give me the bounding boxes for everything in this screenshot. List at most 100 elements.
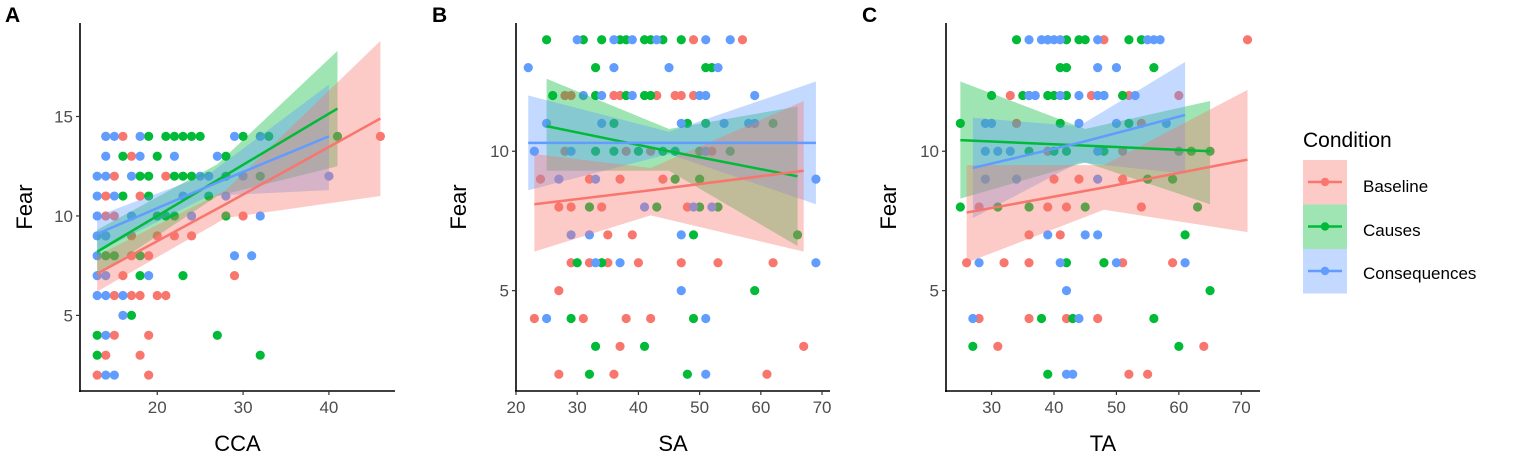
data-point <box>542 313 552 324</box>
data-point <box>1030 90 1040 101</box>
data-point <box>1036 313 1047 324</box>
data-point <box>768 258 778 268</box>
data-point <box>1118 146 1128 156</box>
legend-point-swatch <box>1320 266 1330 276</box>
data-point <box>1199 341 1209 351</box>
data-point <box>627 90 637 101</box>
data-point <box>118 290 128 301</box>
data-point <box>324 171 334 181</box>
data-point <box>135 290 145 301</box>
data-point <box>135 251 145 261</box>
data-point <box>609 118 619 128</box>
data-point <box>1118 90 1128 101</box>
data-point <box>1043 202 1053 212</box>
data-point <box>255 211 265 221</box>
data-point <box>590 146 601 156</box>
data-point <box>144 191 154 201</box>
data-point <box>676 230 686 240</box>
data-point <box>584 202 595 212</box>
data-point <box>1093 63 1103 73</box>
data-point <box>962 258 972 268</box>
data-point <box>535 174 546 184</box>
data-point <box>1049 174 1059 184</box>
x-tick-label: 30 <box>982 398 1001 417</box>
x-tick-label: 30 <box>234 398 253 417</box>
data-point <box>212 151 222 161</box>
x-tick-label: 20 <box>507 398 526 417</box>
data-point <box>135 131 145 141</box>
data-point <box>1155 35 1165 45</box>
points-baseline <box>962 35 1253 379</box>
data-point <box>1149 63 1159 73</box>
data-point <box>554 286 564 296</box>
data-point <box>719 118 729 128</box>
data-point <box>737 35 748 45</box>
data-point <box>968 313 978 324</box>
data-point <box>135 171 145 181</box>
data-point <box>1061 286 1072 296</box>
x-tick-label: 50 <box>690 398 709 417</box>
data-point <box>993 341 1003 351</box>
data-point <box>1061 63 1072 73</box>
data-point <box>603 230 613 240</box>
data-point <box>161 290 171 301</box>
data-point <box>695 174 705 184</box>
y-tick-label: 5 <box>64 306 73 325</box>
data-point <box>590 174 601 184</box>
data-point <box>750 90 760 101</box>
data-point <box>584 230 595 240</box>
fit-line-baseline <box>966 158 1248 214</box>
legend-point-swatch <box>1320 177 1330 187</box>
data-point <box>229 131 240 141</box>
data-point <box>101 350 111 360</box>
data-point <box>92 350 102 360</box>
data-point <box>566 202 576 212</box>
data-point <box>609 369 619 379</box>
data-point <box>750 286 760 296</box>
data-point <box>1055 258 1065 268</box>
y-tick-label: 10 <box>920 142 939 161</box>
data-point <box>999 258 1009 268</box>
data-point <box>955 118 965 128</box>
fit-line-baseline <box>96 117 382 275</box>
data-point <box>554 202 564 212</box>
data-point <box>118 191 128 201</box>
data-point <box>135 151 145 161</box>
data-point <box>615 258 625 268</box>
data-point <box>762 369 772 379</box>
data-point <box>1055 90 1065 101</box>
data-point <box>676 286 686 296</box>
data-point <box>701 90 711 101</box>
data-point <box>332 131 343 141</box>
data-point <box>1093 35 1103 45</box>
data-point <box>161 131 171 141</box>
y-axis-title: Fear <box>12 184 37 229</box>
confidence-band-causes <box>546 78 798 247</box>
y-tick-label: 10 <box>490 142 509 161</box>
data-point <box>750 118 760 128</box>
legend: Condition Baseline Causes Consequences <box>1303 129 1476 294</box>
confidence-band-baseline <box>534 101 804 252</box>
data-point <box>701 146 711 156</box>
data-point <box>688 202 699 212</box>
data-point <box>621 313 631 324</box>
data-point <box>615 341 625 351</box>
data-point <box>101 290 111 301</box>
data-point <box>169 211 180 221</box>
data-point <box>578 313 588 324</box>
data-point <box>1136 202 1146 212</box>
data-point <box>974 258 984 268</box>
data-point <box>92 191 102 201</box>
data-point <box>633 146 644 156</box>
data-point <box>144 370 154 380</box>
data-point <box>682 369 692 379</box>
data-point <box>548 90 558 101</box>
data-point <box>1111 118 1122 128</box>
data-point <box>144 131 154 141</box>
data-point <box>688 230 699 240</box>
data-point <box>584 369 595 379</box>
data-point <box>1124 118 1134 128</box>
data-point <box>1024 258 1034 268</box>
data-point <box>126 290 137 301</box>
panel-letter: A <box>5 4 20 27</box>
